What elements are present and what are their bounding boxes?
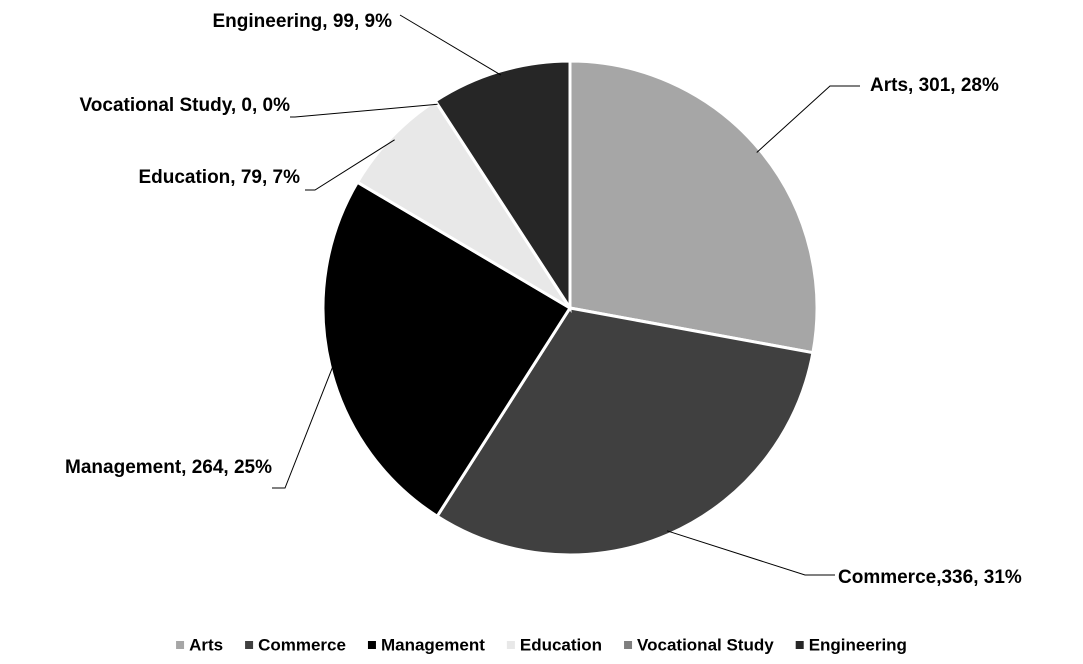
data-label: Education, 79, 7% — [138, 167, 300, 188]
legend-marker — [624, 641, 633, 649]
legend-marker — [245, 641, 254, 649]
pie-slice — [355, 98, 572, 310]
leader-line — [305, 139, 395, 191]
leader-line — [666, 530, 835, 576]
legend-label: Arts — [189, 635, 223, 654]
leader-line — [290, 103, 438, 118]
data-label: Commerce,336, 31% — [838, 567, 1022, 588]
legend-marker — [506, 641, 515, 649]
pie-slice — [433, 59, 572, 314]
legend-marker — [176, 641, 185, 649]
data-label: Vocational Study, 0, 0% — [80, 95, 291, 116]
data-label: Engineering, 99, 9% — [213, 11, 393, 32]
legend-marker — [795, 641, 804, 649]
pie-slice — [321, 180, 573, 519]
legend-marker — [367, 641, 376, 649]
legend-label: Education — [520, 635, 602, 654]
leader-line — [399, 14, 502, 76]
leader-line — [756, 85, 860, 153]
pie-slice — [568, 59, 819, 355]
data-label: Arts, 301, 28% — [870, 75, 999, 96]
leader-line — [272, 364, 335, 489]
legend-label: Commerce — [258, 635, 346, 654]
data-label: Management, 264, 25% — [65, 457, 272, 478]
legend-label: Engineering — [809, 635, 907, 654]
legend-label: Management — [381, 635, 485, 654]
legend-label: Vocational Study — [637, 635, 774, 654]
